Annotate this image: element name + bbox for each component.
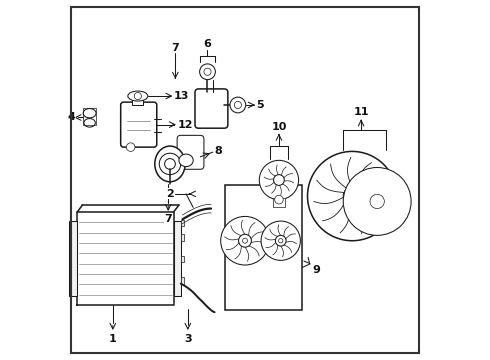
Circle shape [165, 158, 175, 169]
Bar [181, 256, 184, 262]
Circle shape [279, 239, 283, 243]
Text: 10: 10 [271, 122, 287, 132]
Text: 6: 6 [203, 39, 211, 49]
Bar [181, 234, 184, 241]
Circle shape [239, 234, 251, 247]
Text: 11: 11 [353, 107, 369, 117]
Bar [272, 198, 285, 207]
Bar [173, 221, 181, 296]
FancyBboxPatch shape [121, 102, 157, 147]
FancyBboxPatch shape [177, 135, 204, 169]
Circle shape [243, 238, 247, 243]
Circle shape [261, 221, 300, 260]
Circle shape [134, 93, 142, 100]
Text: 9: 9 [313, 265, 320, 275]
Bar [69, 221, 77, 296]
Text: 8: 8 [214, 146, 222, 156]
FancyBboxPatch shape [195, 89, 228, 128]
Circle shape [159, 153, 181, 175]
Circle shape [275, 195, 283, 204]
Circle shape [126, 143, 135, 152]
Ellipse shape [155, 146, 185, 182]
Circle shape [370, 194, 384, 208]
Text: 3: 3 [184, 334, 192, 344]
Text: 4: 4 [67, 112, 75, 122]
Circle shape [343, 167, 411, 235]
Text: 7: 7 [164, 214, 172, 224]
Ellipse shape [83, 109, 96, 118]
Bar [225, 185, 302, 310]
Text: 1: 1 [109, 334, 117, 344]
Text: 5: 5 [256, 100, 264, 110]
Polygon shape [77, 212, 173, 305]
Circle shape [259, 160, 298, 200]
Text: 2: 2 [166, 189, 174, 199]
Bar [181, 277, 184, 284]
Circle shape [204, 68, 211, 75]
Circle shape [230, 97, 245, 113]
Bar [181, 220, 184, 226]
Circle shape [308, 152, 397, 241]
Circle shape [273, 175, 284, 185]
Ellipse shape [128, 91, 148, 101]
Text: 13: 13 [174, 91, 189, 101]
Text: 7: 7 [172, 43, 179, 53]
Circle shape [220, 216, 270, 265]
Ellipse shape [179, 154, 193, 167]
Bar [83, 108, 96, 125]
Bar [132, 99, 143, 105]
Circle shape [275, 235, 286, 246]
Text: 12: 12 [177, 120, 193, 130]
Ellipse shape [84, 118, 96, 127]
Circle shape [234, 102, 242, 109]
Circle shape [199, 64, 215, 80]
Circle shape [343, 187, 361, 205]
